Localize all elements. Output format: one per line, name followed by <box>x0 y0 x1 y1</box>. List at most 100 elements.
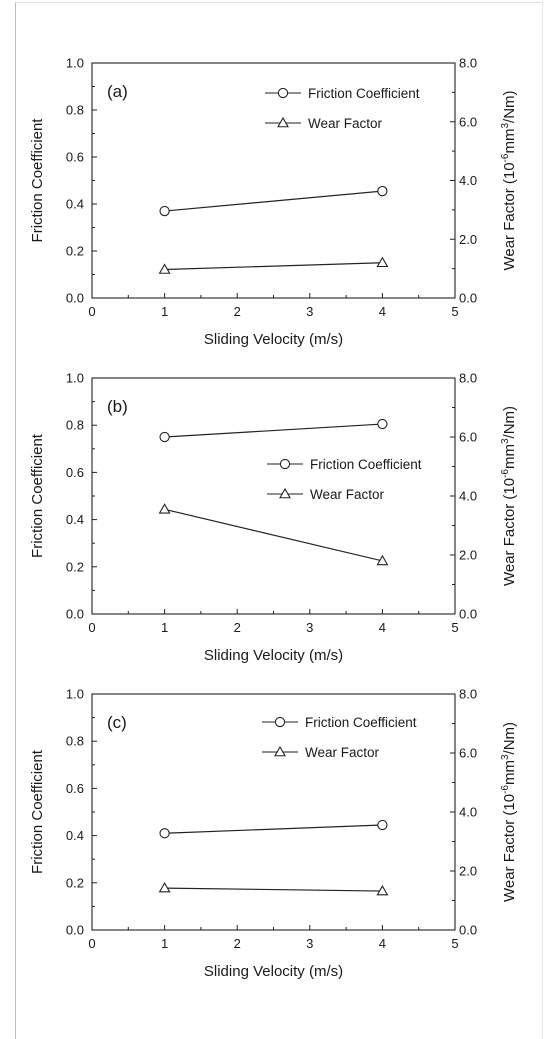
y-tick-label: 0.6 <box>66 150 84 165</box>
panel-label: (b) <box>107 397 128 416</box>
chart-panel-b: 0 1 2 3 4 50.00.20.40.60.81.00.02.04.06.08.0S… <box>29 371 518 665</box>
x-tick-label: 5 <box>451 620 458 635</box>
y-tick-label: 0.8 <box>66 103 84 118</box>
x-axis-label: Sliding Velocity (m/s) <box>204 963 343 980</box>
x-tick-label: 1 <box>161 620 168 635</box>
y2-tick-label: 4.0 <box>459 805 477 820</box>
y2-axis-label: Wear Factor (10-6mm3/Nm) <box>500 722 518 902</box>
x-tick-label: 0 <box>88 936 95 951</box>
legend-triangle-marker <box>274 745 286 757</box>
legend-label: Wear Factor <box>305 745 380 760</box>
x-tick-label: 2 <box>234 304 241 319</box>
y-tick-label: 1.0 <box>66 687 84 702</box>
wear-point <box>376 256 389 268</box>
y-axis-label: Friction Coefficient <box>29 118 46 243</box>
y-tick-label: 0.4 <box>66 512 84 527</box>
y2-tick-label: 6.0 <box>459 746 477 761</box>
y2-axis-label: Wear Factor (10-6mm3/Nm) <box>500 406 518 586</box>
wear-point <box>158 882 171 893</box>
legend-circle-marker <box>274 716 286 728</box>
series-line-wear <box>164 887 383 892</box>
y-axis-label: Friction Coefficient <box>29 749 46 874</box>
legend-entry: Friction Coefficient <box>262 715 417 730</box>
y2-tick-label: 2.0 <box>459 864 477 879</box>
legend-circle-marker <box>277 87 289 99</box>
x-tick-label: 0 <box>88 304 95 319</box>
y2-tick-label: 4.0 <box>459 489 477 504</box>
y-axis-label: Friction Coefficient <box>29 433 46 558</box>
friction-point <box>159 205 170 217</box>
series-line-wear <box>164 508 383 562</box>
y2-tick-label: 8.0 <box>459 371 477 386</box>
legend-triangle-marker <box>277 116 289 128</box>
x-tick-label: 3 <box>306 304 313 319</box>
y2-tick-label: 4.0 <box>459 173 477 188</box>
y2-axis-label-part: Wear Factor (10 <box>501 794 518 902</box>
y2-tick-label: 6.0 <box>459 114 477 129</box>
x-tick-label: 2 <box>234 620 241 635</box>
y-tick-label: 1.0 <box>66 56 84 71</box>
y2-axis-label-part: -6 <box>500 469 511 478</box>
x-tick-label: 4 <box>379 936 386 951</box>
legend-entry: Friction Coefficient <box>267 457 422 472</box>
y2-axis-label-part: -6 <box>500 153 511 162</box>
x-tick-label: 2 <box>234 936 241 951</box>
series-line-friction <box>164 824 383 834</box>
legend-label: Friction Coefficient <box>308 86 420 101</box>
legend-entry: Friction Coefficient <box>265 86 420 101</box>
panel-label: (c) <box>107 713 127 732</box>
y2-tick-label: 2.0 <box>459 548 477 563</box>
y-tick-label: 0.8 <box>66 734 84 749</box>
y2-tick-label: 0.0 <box>459 291 477 306</box>
y2-axis-label-part: /Nm) <box>501 722 518 755</box>
x-tick-label: 1 <box>161 936 168 951</box>
wear-point <box>376 554 389 566</box>
x-tick-label: 5 <box>451 936 458 951</box>
x-tick-label: 0 <box>88 620 95 635</box>
figure-frame <box>15 2 543 1039</box>
series-line-friction <box>164 190 383 212</box>
y2-tick-label: 0.0 <box>459 607 477 622</box>
y-tick-label: 0.4 <box>66 197 84 212</box>
legend-circle-marker <box>279 458 291 470</box>
legend-entry: Wear Factor <box>265 116 383 131</box>
friction-point <box>377 418 388 430</box>
x-tick-label: 3 <box>306 620 313 635</box>
y-tick-label: 0.8 <box>66 418 84 433</box>
y-tick-label: 0.0 <box>66 291 84 306</box>
y-tick-label: 0.2 <box>66 559 84 574</box>
series-line-wear <box>164 262 383 271</box>
chart-panel-c: 0 1 2 3 4 50.00.20.40.60.81.00.02.04.06.08.0S… <box>29 687 518 981</box>
y-tick-label: 0.0 <box>66 923 84 938</box>
y2-axis-label-part: mm <box>501 444 518 469</box>
chart-panel-a: 0 1 2 3 4 50.00.20.40.60.81.00.02.04.06.08.0S… <box>29 56 518 349</box>
y2-axis-label-part: 3 <box>500 754 511 760</box>
y2-axis-label-part: mm <box>501 760 518 785</box>
wear-point <box>158 503 171 514</box>
y2-axis-label-part: Wear Factor (10 <box>501 162 518 270</box>
y2-axis-label-part: mm <box>501 129 518 154</box>
legend-entry: Wear Factor <box>262 745 380 760</box>
x-tick-label: 1 <box>161 304 168 319</box>
legend-label: Wear Factor <box>310 487 385 502</box>
y2-axis-label-part: 3 <box>500 438 511 444</box>
friction-point <box>159 431 170 443</box>
legend-label: Friction Coefficient <box>305 715 417 730</box>
y2-tick-label: 8.0 <box>459 56 477 71</box>
y2-axis-label-part: 3 <box>500 123 511 129</box>
series-line-friction <box>164 423 383 438</box>
friction-point <box>159 828 170 839</box>
y2-tick-label: 6.0 <box>459 430 477 445</box>
plot-area <box>91 377 456 615</box>
y-tick-label: 0.2 <box>66 875 84 890</box>
y2-axis-label-part: /Nm) <box>501 406 518 439</box>
panel-label: (a) <box>107 82 128 101</box>
y-tick-label: 0.2 <box>66 244 84 259</box>
y2-axis-label-part: /Nm) <box>501 90 518 123</box>
legend-label: Friction Coefficient <box>310 457 422 472</box>
friction-point <box>377 819 388 831</box>
y-tick-label: 0.6 <box>66 781 84 796</box>
x-tick-label: 4 <box>379 620 386 635</box>
wear-point <box>158 263 171 274</box>
